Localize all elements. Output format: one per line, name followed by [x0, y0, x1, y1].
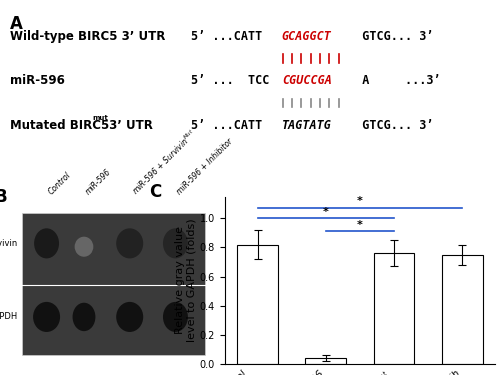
Text: *: * [323, 207, 328, 217]
Text: miR-596: miR-596 [84, 168, 113, 196]
Text: GCAGGCT: GCAGGCT [282, 30, 332, 43]
Text: B: B [0, 188, 7, 206]
Bar [374, 253, 414, 364]
Text: miR-596 + Survivin$^{Mut}$: miR-596 + Survivin$^{Mut}$ [130, 126, 200, 196]
FancyBboxPatch shape [22, 213, 204, 356]
Text: Control: Control [46, 171, 72, 196]
Text: Wild-type BIRC5 3’ UTR: Wild-type BIRC5 3’ UTR [10, 30, 166, 43]
Text: 5’ ...CATT: 5’ ...CATT [191, 119, 276, 132]
Ellipse shape [33, 302, 60, 332]
Text: A: A [10, 15, 23, 33]
Text: miR-596: miR-596 [10, 74, 65, 87]
Bar [306, 358, 346, 364]
Ellipse shape [34, 228, 59, 258]
Text: *: * [357, 220, 363, 230]
Bar [442, 255, 482, 364]
Text: GAPDH: GAPDH [0, 312, 18, 321]
Ellipse shape [163, 302, 188, 332]
Bar [237, 244, 278, 364]
Ellipse shape [72, 303, 96, 331]
Text: Survivin: Survivin [0, 239, 18, 248]
Text: TAGTATG: TAGTATG [282, 119, 332, 132]
Text: 3’ UTR: 3’ UTR [106, 119, 154, 132]
Ellipse shape [116, 228, 143, 258]
Text: C: C [149, 183, 162, 201]
Ellipse shape [116, 302, 143, 332]
Text: Mutated BIRC5: Mutated BIRC5 [10, 119, 109, 132]
Text: A     ...3’: A ...3’ [348, 74, 440, 87]
Text: 5’ ...  TCC: 5’ ... TCC [191, 74, 284, 87]
Text: GTCG... 3’: GTCG... 3’ [348, 30, 434, 43]
Text: *: * [357, 196, 363, 207]
Text: mut: mut [92, 115, 108, 121]
Text: 5’ ...CATT: 5’ ...CATT [191, 30, 276, 43]
Text: CGUCCGA: CGUCCGA [282, 74, 332, 87]
Y-axis label: Relative gray value
level to GAPDH (folds): Relative gray value level to GAPDH (fold… [176, 218, 197, 342]
Ellipse shape [163, 228, 188, 258]
Text: miR-596 + Inhibitor: miR-596 + Inhibitor [176, 137, 235, 196]
Text: GTCG... 3’: GTCG... 3’ [348, 119, 434, 132]
Ellipse shape [74, 237, 94, 257]
